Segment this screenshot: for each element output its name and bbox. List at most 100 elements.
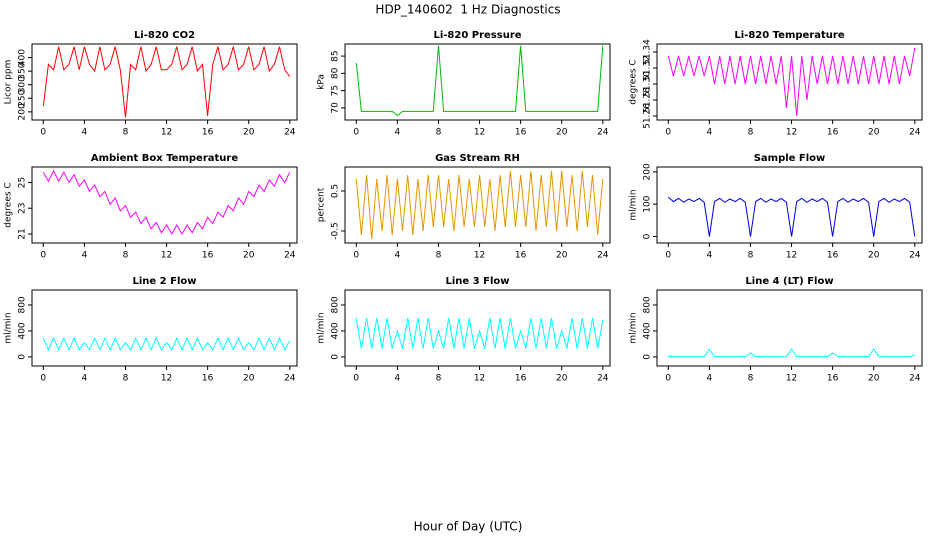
data-line xyxy=(667,196,916,237)
plot-frame xyxy=(31,289,298,367)
x-axis-label: Hour of Day (UTC) xyxy=(414,520,523,534)
x-tick-label: 20 xyxy=(868,251,880,261)
y-axis-label: ml/min xyxy=(4,312,14,343)
x-tick-label: 24 xyxy=(284,374,296,384)
plot-frame xyxy=(656,289,923,367)
x-tick-label: 8 xyxy=(436,251,442,261)
y-tick-label: 0 xyxy=(18,354,28,360)
data-line xyxy=(668,348,915,358)
x-tick-label: 12 xyxy=(474,374,485,384)
y-axis-label: ml/min xyxy=(629,312,639,343)
x-tick-label: 8 xyxy=(748,128,754,138)
y-tick-label: 85 xyxy=(331,50,341,61)
y-tick-label: 400 xyxy=(331,322,341,339)
y-tick-label: 100 xyxy=(643,195,653,212)
panel-title: Gas Stream RH xyxy=(435,153,520,164)
x-tick-label: 12 xyxy=(474,251,485,261)
y-tick-label: 23 xyxy=(18,202,28,213)
y-tick-label: 800 xyxy=(643,296,653,313)
panel: Li-820 Temperature degrees C 0 4 8 12 16 20 24 51… xyxy=(629,30,923,138)
y-tick-label: 400 xyxy=(18,49,28,66)
data-line xyxy=(42,46,291,118)
y-tick-label: 0.5 xyxy=(331,184,341,198)
plot-frame xyxy=(344,166,611,244)
y-tick-label: 300 xyxy=(18,76,28,93)
panel-title: Line 3 Flow xyxy=(446,276,510,287)
x-tick-label: 0 xyxy=(40,128,46,138)
y-tick-label: 350 xyxy=(18,62,28,79)
x-tick-label: 0 xyxy=(665,251,671,261)
data-line xyxy=(355,45,604,117)
x-tick-label: 0 xyxy=(665,374,671,384)
x-tick-label: 16 xyxy=(827,374,839,384)
y-tick-label: 80 xyxy=(331,67,341,79)
plot-frame xyxy=(656,43,923,121)
panel: Line 4 (LT) Flow ml/min 0 4 8 12 16 20 24 0 400 800 xyxy=(629,276,923,384)
x-tick-label: 24 xyxy=(909,128,921,138)
y-tick-label: 75 xyxy=(331,85,341,96)
plot-frame xyxy=(31,43,298,121)
y-tick-label: 51.30 xyxy=(643,71,653,97)
x-tick-label: 24 xyxy=(909,251,921,261)
x-tick-label: 20 xyxy=(243,374,255,384)
plot-frame xyxy=(344,43,611,121)
x-tick-label: 16 xyxy=(202,128,214,138)
y-tick-label: 200 xyxy=(643,163,653,180)
x-tick-label: 8 xyxy=(123,251,129,261)
panel-title: Li-820 Temperature xyxy=(734,30,844,41)
x-tick-label: 8 xyxy=(123,374,129,384)
x-tick-label: 12 xyxy=(161,374,172,384)
x-tick-label: 4 xyxy=(707,128,713,138)
x-tick-label: 8 xyxy=(436,128,442,138)
x-tick-label: 8 xyxy=(436,374,442,384)
y-axis-label: ml/min xyxy=(317,312,327,343)
y-tick-label: 0 xyxy=(331,354,341,360)
panel: Gas Stream RH percent 0 4 8 12 16 20 24 -0.5 0.5 xyxy=(317,153,611,261)
x-tick-label: 16 xyxy=(515,251,527,261)
x-tick-label: 4 xyxy=(82,128,88,138)
y-tick-label: 70 xyxy=(331,102,341,114)
y-tick-label: 400 xyxy=(18,322,28,339)
plot-frame xyxy=(656,166,923,244)
panel-title: Li-820 CO2 xyxy=(134,30,195,41)
x-tick-label: 0 xyxy=(353,128,359,138)
x-tick-label: 8 xyxy=(748,251,754,261)
y-tick-label: 51.26 xyxy=(643,103,653,129)
y-axis-label: percent xyxy=(317,187,327,222)
data-line xyxy=(355,317,604,349)
x-tick-label: 8 xyxy=(748,374,754,384)
data-line xyxy=(42,169,291,236)
panel: Sample Flow ml/min 0 4 8 12 16 20 24 0 100 200 xyxy=(629,153,923,261)
panel: Line 2 Flow ml/min 0 4 8 12 16 20 24 0 400 800 xyxy=(4,276,298,384)
x-tick-label: 12 xyxy=(786,251,797,261)
panel-title: Line 4 (LT) Flow xyxy=(745,276,833,287)
y-tick-label: 200 xyxy=(18,103,28,120)
y-tick-label: 25 xyxy=(18,177,28,188)
panel: Li-820 Pressure kPa 0 4 8 12 16 20 24 70 75 80 85 xyxy=(317,30,611,138)
x-tick-label: 20 xyxy=(868,374,880,384)
x-tick-label: 16 xyxy=(515,374,527,384)
panel-title: Ambient Box Temperature xyxy=(91,153,238,164)
y-tick-label: 51.32 xyxy=(643,55,653,81)
x-tick-label: 0 xyxy=(40,374,46,384)
x-tick-label: 0 xyxy=(353,251,359,261)
panel-title: Sample Flow xyxy=(754,153,826,164)
x-tick-label: 4 xyxy=(395,128,401,138)
x-tick-label: 0 xyxy=(40,251,46,261)
x-tick-label: 4 xyxy=(707,374,713,384)
page-title: HDP_140602 1 Hz Diagnostics xyxy=(375,3,560,17)
x-tick-label: 0 xyxy=(665,128,671,138)
x-tick-label: 16 xyxy=(827,128,839,138)
panel-title: Li-820 Pressure xyxy=(433,30,521,41)
x-tick-label: 12 xyxy=(161,251,172,261)
x-tick-label: 16 xyxy=(202,251,214,261)
y-tick-label: 250 xyxy=(18,89,28,106)
x-tick-label: 12 xyxy=(786,374,797,384)
y-tick-label: -0.5 xyxy=(331,222,341,240)
x-tick-label: 24 xyxy=(284,251,296,261)
data-line xyxy=(355,170,604,240)
x-tick-label: 20 xyxy=(243,128,255,138)
x-tick-label: 24 xyxy=(909,374,921,384)
panel: Li-820 CO2 Licor ppm 0 4 8 12 16 20 24 2002503003… xyxy=(4,30,298,138)
